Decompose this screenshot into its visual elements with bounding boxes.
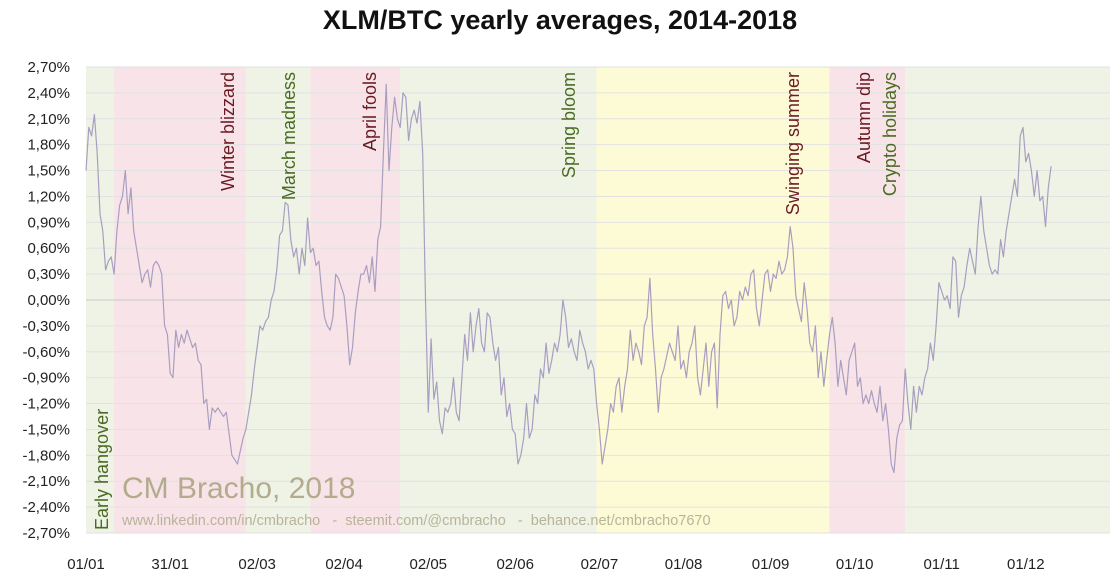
x-tick-label: 01/09 [752, 556, 790, 573]
y-tick-label: 0,90% [27, 214, 70, 231]
x-tick-label: 01/11 [923, 556, 959, 573]
x-tick-label: 01/12 [1007, 556, 1045, 573]
y-tick-label: 1,20% [27, 188, 70, 205]
watermark-links: www.linkedin.com/in/cmbracho - steemit.c… [121, 513, 711, 529]
x-tick-label: 02/06 [496, 556, 534, 573]
season-label: Early hangover [92, 409, 112, 530]
y-tick-label: -1,20% [22, 396, 70, 413]
x-tick-label: 02/05 [409, 556, 447, 573]
x-axis-ticks: 01/01 31/01 02/03 02/04 02/05 02/06 02/07 01/08… [67, 556, 1044, 573]
y-tick-label: -2,40% [22, 499, 70, 516]
season-label: April fools [360, 72, 380, 151]
season-label: Swinging summer [783, 72, 803, 215]
x-tick-label: 01/08 [665, 556, 703, 573]
season-labels: Early hangover Winter blizzard March madne… [92, 72, 900, 530]
y-tick-label: 1,80% [27, 137, 70, 154]
x-tick-label: 01/10 [836, 556, 874, 573]
y-tick-label: -0,60% [22, 344, 70, 361]
y-tick-label: -1,80% [22, 447, 70, 464]
y-axis-ticks: 2,70% 2,40% 2,10% 1,80% 1,50% 1,20% 0,90% 0,60%… [22, 59, 70, 542]
chart-title: XLM/BTC yearly averages, 2014-2018 [322, 5, 798, 35]
season-label: Autumn dip [854, 72, 874, 163]
x-tick-label: 02/04 [325, 556, 363, 573]
x-tick-label: 01/01 [67, 556, 105, 573]
season-label: Winter blizzard [218, 72, 238, 191]
x-tick-label: 31/01 [151, 556, 189, 573]
y-tick-label: -2,70% [22, 525, 70, 542]
season-label: March madness [279, 72, 299, 200]
y-tick-label: 2,10% [27, 111, 70, 128]
y-tick-label: 2,40% [27, 85, 70, 102]
series-lines [85, 83, 1052, 474]
season-label: Crypto holidays [880, 72, 900, 196]
y-tick-label: 0,60% [27, 240, 70, 257]
y-tick-label: 0,30% [27, 266, 70, 283]
x-tick-label: 02/03 [238, 556, 276, 573]
y-tick-label: -0,90% [22, 370, 70, 387]
y-tick-label: -0,30% [22, 318, 70, 335]
y-tick-label: 0,00% [27, 292, 70, 309]
y-tick-label: -2,10% [22, 473, 70, 490]
y-tick-label: -1,50% [22, 421, 70, 438]
watermark-author: CM Bracho, 2018 [122, 472, 355, 505]
series-line [85, 83, 1052, 474]
season-label: Spring bloom [559, 72, 579, 178]
y-tick-label: 1,50% [27, 163, 70, 180]
y-tick-label: 2,70% [27, 59, 70, 76]
x-tick-label: 02/07 [581, 556, 619, 573]
